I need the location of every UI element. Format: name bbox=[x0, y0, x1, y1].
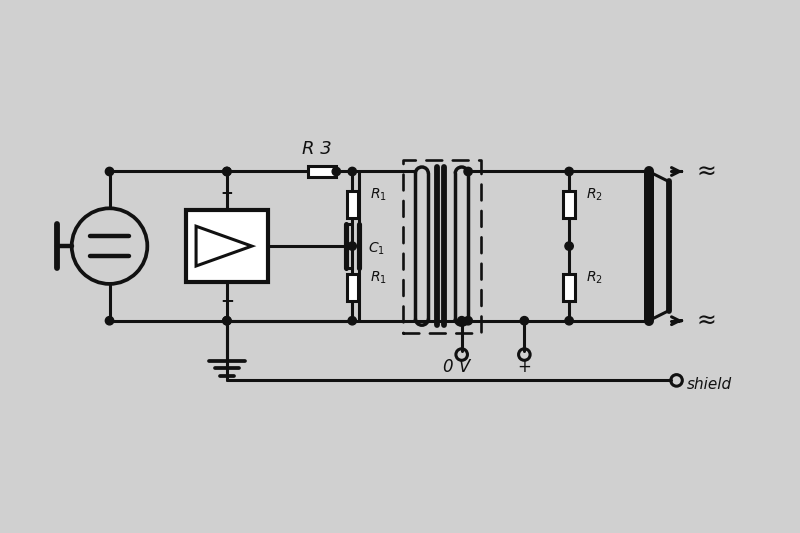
Circle shape bbox=[222, 167, 231, 176]
Circle shape bbox=[348, 317, 357, 325]
Text: $R_2$: $R_2$ bbox=[586, 270, 603, 286]
Circle shape bbox=[222, 317, 231, 325]
Circle shape bbox=[332, 167, 341, 176]
Text: ≈: ≈ bbox=[697, 159, 716, 183]
Circle shape bbox=[106, 317, 114, 325]
Text: R 3: R 3 bbox=[302, 140, 331, 158]
Circle shape bbox=[348, 167, 357, 176]
Bar bbox=[346, 191, 358, 218]
Circle shape bbox=[222, 167, 231, 176]
Bar bbox=[309, 166, 336, 177]
Text: ≈: ≈ bbox=[697, 309, 716, 333]
Text: +: + bbox=[221, 187, 234, 201]
Text: +: + bbox=[518, 359, 531, 376]
Bar bbox=[563, 191, 575, 218]
Text: −: − bbox=[220, 291, 234, 309]
Text: $R_2$: $R_2$ bbox=[586, 187, 603, 203]
Circle shape bbox=[565, 317, 574, 325]
Circle shape bbox=[458, 317, 466, 325]
Circle shape bbox=[348, 242, 357, 251]
Circle shape bbox=[464, 167, 472, 176]
Circle shape bbox=[520, 317, 529, 325]
Text: $R_1$: $R_1$ bbox=[370, 270, 387, 286]
Bar bbox=[186, 211, 268, 282]
Bar bbox=[563, 274, 575, 301]
Bar bbox=[346, 274, 358, 301]
Text: 0 V: 0 V bbox=[443, 359, 470, 376]
Circle shape bbox=[565, 167, 574, 176]
Text: shield: shield bbox=[686, 377, 732, 392]
Circle shape bbox=[565, 242, 574, 251]
Text: $R_1$: $R_1$ bbox=[370, 187, 387, 203]
Circle shape bbox=[106, 167, 114, 176]
Circle shape bbox=[222, 317, 231, 325]
Circle shape bbox=[464, 317, 472, 325]
Text: $C_1$: $C_1$ bbox=[368, 241, 385, 257]
